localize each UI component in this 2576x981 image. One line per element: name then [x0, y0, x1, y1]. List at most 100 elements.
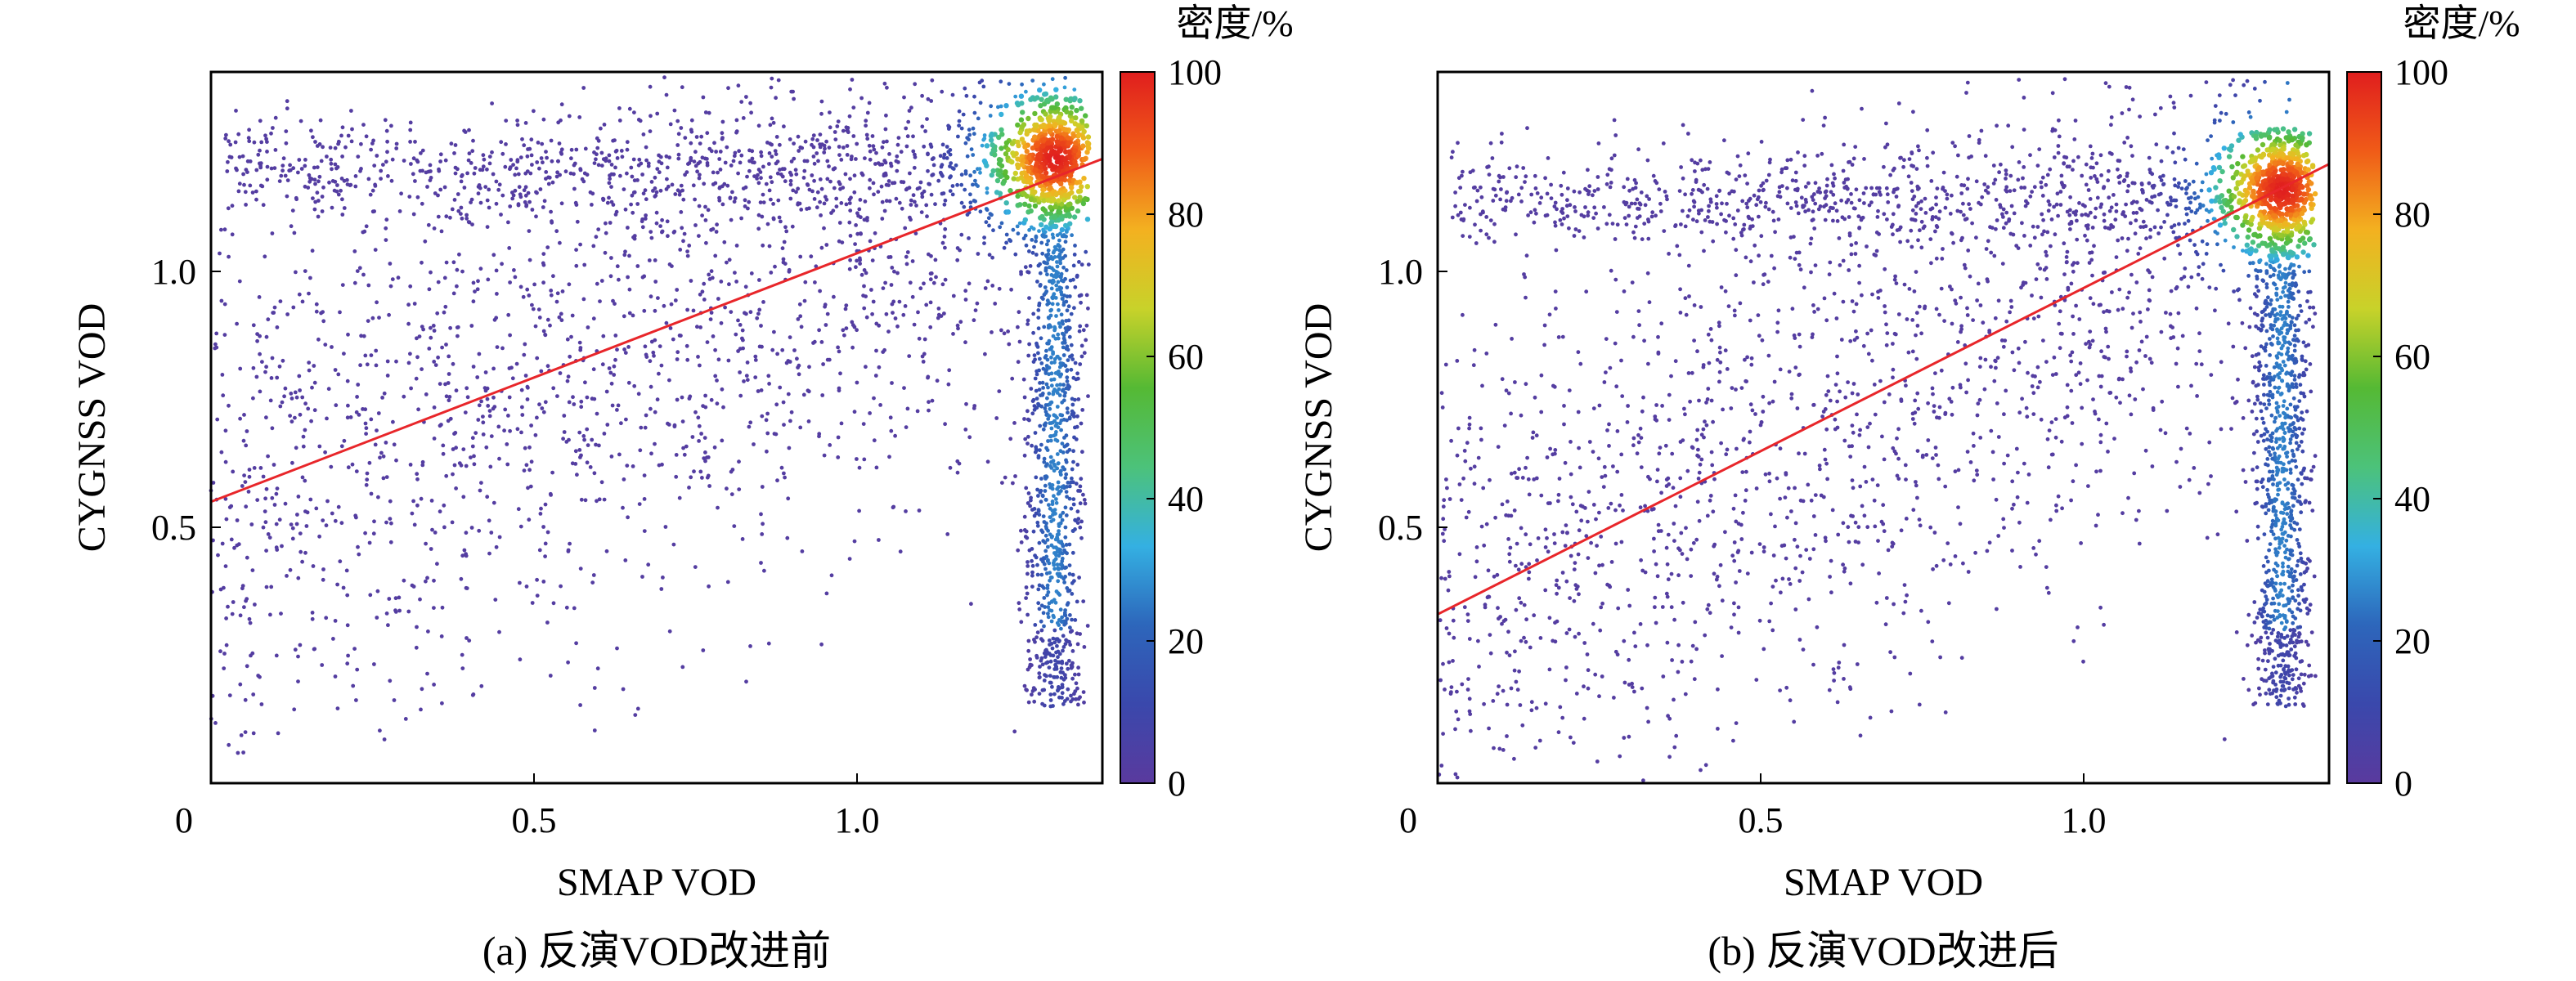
scatter-point: [1717, 189, 1721, 194]
scatter-point: [2290, 449, 2295, 453]
scatter-point: [1063, 240, 1068, 244]
scatter-point: [2271, 334, 2275, 338]
scatter-point: [558, 172, 562, 177]
scatter-point: [1036, 401, 1040, 406]
scatter-point: [568, 354, 572, 359]
scatter-point: [821, 362, 825, 366]
scatter-point: [508, 165, 513, 170]
scatter-point: [652, 353, 656, 358]
scatter-point: [481, 414, 485, 419]
scatter-point: [1044, 674, 1048, 679]
scatter-point: [413, 140, 417, 144]
scatter-point: [1051, 334, 1056, 338]
scatter-point: [582, 437, 586, 442]
scatter-point: [1028, 657, 1032, 661]
scatter-point: [764, 181, 769, 186]
scatter-point: [2017, 160, 2022, 164]
scatter-point: [235, 518, 240, 522]
scatter-point: [2272, 323, 2277, 328]
scatter-point: [246, 490, 251, 494]
scatter-point: [1933, 215, 1938, 219]
scatter-point: [2182, 275, 2187, 279]
scatter-point: [1058, 513, 1063, 517]
scatter-point: [2205, 242, 2210, 247]
scatter-point: [438, 509, 442, 514]
scatter-point: [488, 464, 493, 469]
scatter-point: [1049, 96, 1055, 102]
scatter-point: [862, 306, 867, 311]
scatter-point: [602, 432, 607, 436]
scatter-point: [245, 555, 249, 560]
scatter-point: [236, 132, 241, 137]
scatter-point: [1067, 172, 1073, 179]
scatter-point: [515, 119, 519, 123]
scatter-point: [379, 450, 384, 455]
scatter-point: [358, 363, 362, 368]
scatter-point: [1041, 366, 1046, 371]
scatter-point: [822, 226, 826, 231]
scatter-point: [394, 359, 398, 364]
scatter-point: [402, 394, 406, 399]
scatter-point: [1941, 170, 1946, 175]
scatter-point: [240, 584, 245, 588]
scatter-point: [1999, 162, 2003, 167]
scatter-point: [848, 87, 852, 92]
scatter-point: [896, 136, 901, 141]
scatter-point: [1793, 537, 1797, 542]
scatter-point: [648, 406, 653, 411]
scatter-point: [1072, 159, 1078, 165]
scatter-point: [350, 462, 355, 467]
scatter-point: [478, 267, 483, 271]
scatter-point: [2010, 479, 2015, 484]
scatter-point: [1043, 253, 1048, 258]
scatter-point: [1020, 157, 1026, 164]
scatter-point: [1024, 486, 1029, 490]
scatter-point: [1015, 224, 1020, 229]
scatter-point: [799, 208, 804, 212]
scatter-point: [642, 473, 647, 477]
scatter-point: [248, 159, 253, 164]
scatter-point: [415, 355, 420, 360]
scatter-point: [945, 532, 950, 536]
scatter-point: [927, 400, 931, 405]
scatter-point: [1039, 361, 1044, 365]
scatter-point: [442, 310, 447, 315]
scatter-point: [902, 386, 906, 390]
scatter-point: [895, 154, 900, 159]
scatter-point: [340, 213, 345, 217]
scatter-point: [1061, 265, 1066, 270]
scatter-point: [1836, 532, 1841, 537]
scatter-point: [666, 234, 670, 239]
scatter-point: [279, 173, 284, 178]
scatter-point: [455, 267, 460, 272]
scatter-point: [635, 202, 640, 206]
scatter-point: [366, 283, 371, 288]
scatter-point: [439, 229, 444, 234]
scatter-point: [810, 142, 814, 147]
scatter-point: [892, 269, 896, 274]
scatter-point: [1024, 179, 1030, 185]
scatter-point: [1045, 538, 1050, 542]
scatter-point: [1064, 268, 1069, 272]
scatter-point: [222, 666, 227, 670]
scatter-point: [1012, 421, 1016, 425]
scatter-point: [579, 497, 584, 502]
scatter-point: [463, 410, 468, 414]
scatter-point: [681, 197, 686, 202]
scatter-point: [258, 161, 263, 166]
scatter-point: [543, 400, 548, 405]
scatter-point: [693, 150, 698, 155]
scatter-point: [951, 293, 956, 298]
scatter-point: [1059, 675, 1064, 680]
scatter-point: [1066, 358, 1070, 362]
scatter-point: [845, 153, 850, 157]
scatter-point: [999, 132, 1005, 137]
scatter-point: [837, 145, 841, 149]
scatter-point: [1054, 500, 1059, 505]
scatter-point: [1059, 289, 1063, 294]
scatter-point: [626, 275, 630, 280]
scatter-point: [491, 406, 496, 411]
scatter-point: [604, 231, 608, 235]
scatter-point: [1050, 684, 1054, 689]
scatter-point: [790, 224, 795, 229]
